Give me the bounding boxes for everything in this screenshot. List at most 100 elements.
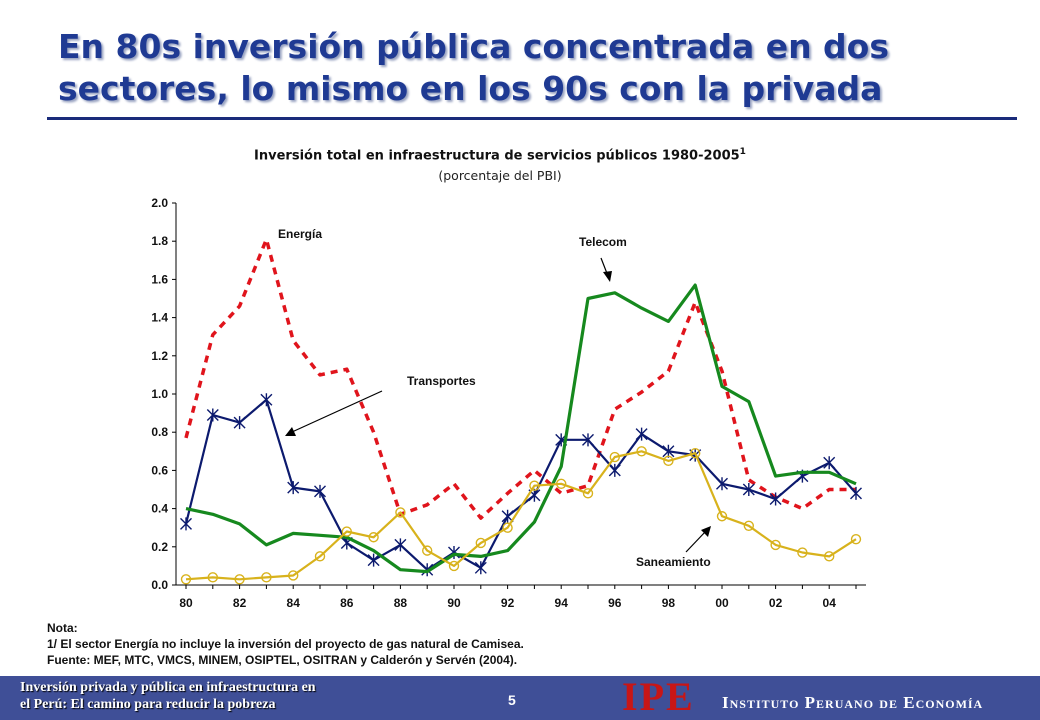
point-saneamiento <box>207 572 219 583</box>
point-saneamiento <box>314 551 326 562</box>
chart-subtitle: (porcentaje del PBI) <box>438 168 562 183</box>
point-saneamiento <box>636 446 647 457</box>
x-tick-label: 90 <box>447 596 461 610</box>
y-tick-label: 0.8 <box>151 425 168 439</box>
point-saneamiento <box>234 574 245 585</box>
series-line-telecom <box>185 283 857 574</box>
footer-title-line-2: el Perú: El camino para reducir la pobre… <box>20 697 276 712</box>
point-saneamiento <box>690 448 701 459</box>
point-transportes <box>180 517 192 531</box>
point-transportes <box>206 408 219 422</box>
point-saneamiento <box>743 520 754 531</box>
point-saneamiento <box>475 537 486 549</box>
slide-title: En 80s inversión pública concentrada en … <box>58 26 1018 110</box>
chart-annotations: Energía Telecom Transportes Saneamiento <box>278 227 711 569</box>
point-transportes <box>850 486 862 500</box>
point-saneamiento <box>502 522 513 533</box>
x-tick-label: 96 <box>608 596 622 610</box>
point-saneamiento <box>850 533 862 545</box>
slide-title-line-2: sectores, lo mismo en los 90s con la pri… <box>58 69 883 108</box>
point-transportes <box>769 492 782 506</box>
series-line-saneamiento <box>185 450 857 581</box>
point-transportes <box>742 483 755 496</box>
point-transportes <box>287 481 300 495</box>
point-saneamiento <box>824 551 835 562</box>
series-telecom <box>185 283 857 574</box>
point-transportes <box>314 484 326 498</box>
y-tick-label: 2.0 <box>151 196 168 210</box>
x-tick-label: 04 <box>823 596 837 610</box>
chart-title-text: Inversión total en infraestructura de se… <box>254 148 740 164</box>
ipe-logo: IPE <box>622 674 695 719</box>
point-transportes <box>474 561 487 575</box>
y-tick-label: 1.6 <box>151 272 168 286</box>
transportes-arrow <box>291 390 383 433</box>
point-saneamiento <box>797 547 808 558</box>
x-tick-label: 02 <box>769 596 783 610</box>
point-saneamiento <box>288 570 299 581</box>
y-tick-label: 0.4 <box>151 502 168 516</box>
point-saneamiento <box>395 507 406 518</box>
chart-title: Inversión total en infraestructura de se… <box>0 147 1000 163</box>
organization-name: Instituto Peruano de Economía <box>722 693 984 712</box>
point-saneamiento <box>448 560 460 572</box>
point-saneamiento <box>582 488 594 499</box>
point-transportes <box>582 433 594 447</box>
point-transportes <box>662 444 675 458</box>
y-tick-label: 1.8 <box>151 234 168 248</box>
footer-presentation-title: Inversión privada y pública en infraestr… <box>20 679 420 713</box>
title-underline <box>47 117 1017 120</box>
page-number: 5 <box>508 692 516 708</box>
footer-band <box>0 676 1040 720</box>
point-transportes <box>608 463 621 477</box>
transportes-arrowhead <box>285 427 296 436</box>
point-transportes <box>260 393 273 407</box>
series-saneamiento <box>180 446 862 585</box>
point-saneamiento <box>663 455 674 467</box>
x-tick-label: 88 <box>394 596 408 610</box>
point-saneamiento <box>341 526 352 537</box>
x-tick-label: 82 <box>233 596 247 610</box>
point-saneamiento <box>556 478 567 489</box>
annotation-telecom: Telecom <box>579 235 627 249</box>
point-saneamiento <box>422 545 433 556</box>
notes-heading: Nota: <box>47 621 78 635</box>
saneamiento-arrow <box>685 530 707 553</box>
series-transportes <box>180 393 862 577</box>
y-tick-label: 1.4 <box>151 311 168 325</box>
point-transportes <box>367 553 380 567</box>
point-transportes <box>394 538 407 552</box>
chart-series <box>180 237 862 585</box>
point-transportes <box>716 477 728 491</box>
point-transportes <box>635 427 648 441</box>
point-saneamiento <box>716 511 728 522</box>
point-saneamiento <box>609 451 620 463</box>
footer-title-line-1: Inversión privada y pública en infraestr… <box>20 680 316 695</box>
y-tick-label: 1.2 <box>151 349 168 363</box>
chart-title-superscript: 1 <box>739 147 746 157</box>
saneamiento-arrowhead <box>701 526 711 537</box>
notes-footnote: 1/ El sector Energía no incluye la inver… <box>47 637 524 651</box>
annotation-transportes: Transportes <box>407 374 476 388</box>
point-transportes <box>501 509 514 523</box>
line-chart: 0.0 0.2 0.4 0.6 0.8 1.0 1.2 1.4 1.6 1.8 2.0 80 82 84 8… <box>151 196 866 610</box>
x-tick-label: 84 <box>287 596 301 610</box>
x-tick-label: 94 <box>555 596 569 610</box>
telecom-arrowhead <box>603 271 612 282</box>
x-tick-label: 98 <box>662 596 676 610</box>
point-saneamiento <box>180 574 192 585</box>
point-transportes <box>823 456 836 470</box>
series-line-energia <box>184 237 856 520</box>
y-tick-label: 1.0 <box>151 387 168 401</box>
y-tick-label: 0.6 <box>151 463 168 477</box>
y-tick-label: 0.0 <box>151 578 168 592</box>
y-tick-label: 0.2 <box>151 540 168 554</box>
notes-source: Fuente: MEF, MTC, VMCS, MINEM, OSIPTEL, … <box>47 653 518 667</box>
point-saneamiento <box>770 539 781 551</box>
slide-title-line-1: En 80s inversión pública concentrada en … <box>58 27 889 66</box>
annotation-energia: Energía <box>278 227 322 241</box>
point-transportes <box>233 416 246 430</box>
x-tick-label: 80 <box>179 596 193 610</box>
point-saneamiento <box>529 480 540 491</box>
x-tick-label: 00 <box>715 596 729 610</box>
